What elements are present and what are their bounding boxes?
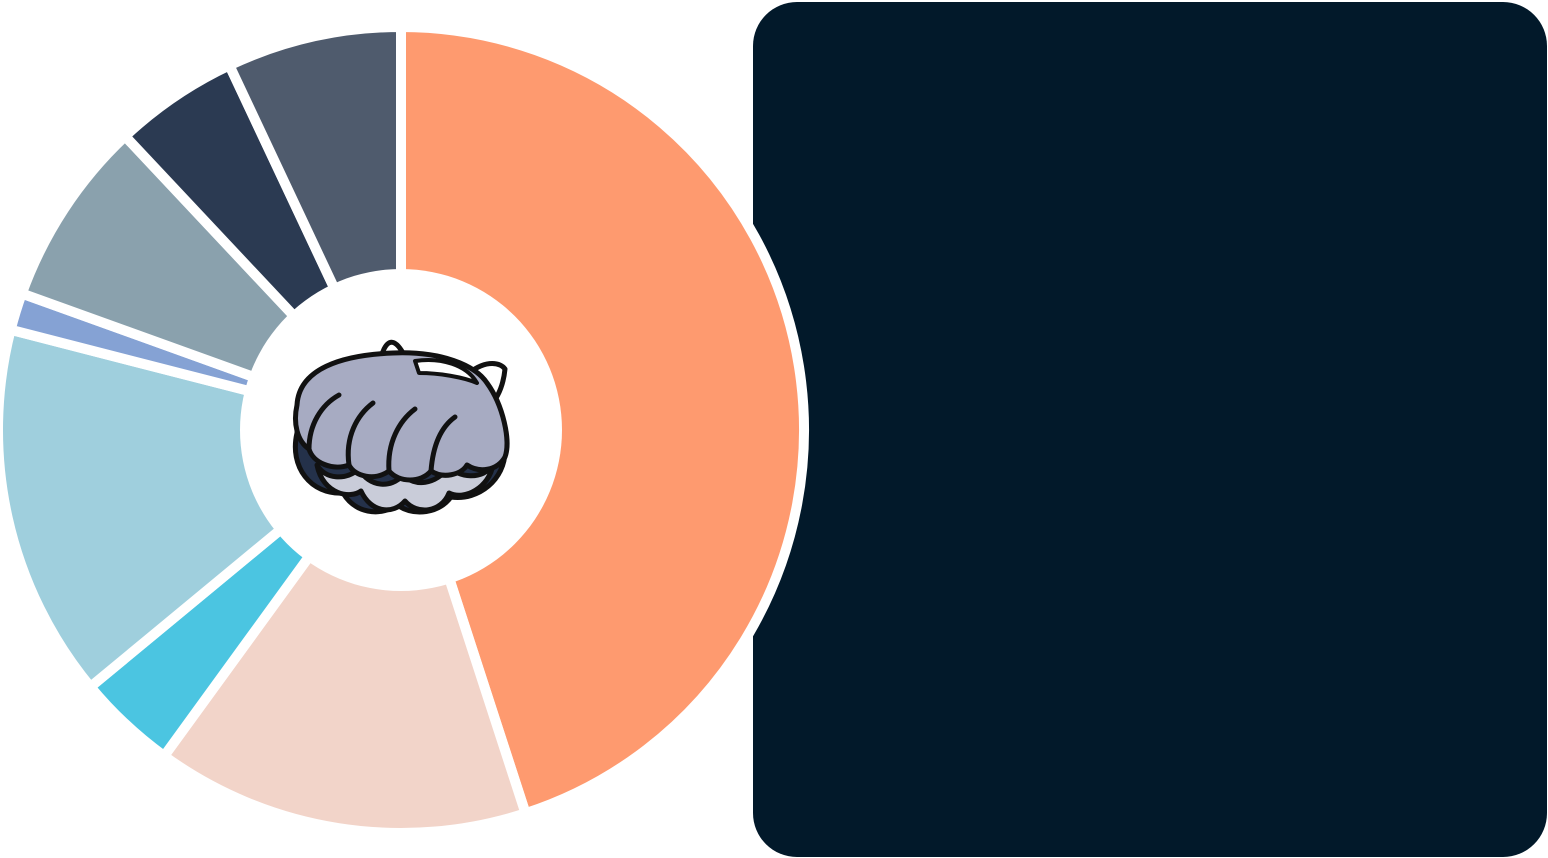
- donut-center-hole: [240, 269, 562, 591]
- donut-slice-ecosystem-community-marketing: [15, 129, 405, 435]
- donut-slice-advisor: [4, 287, 403, 435]
- donut-slice-liquidity: [118, 58, 406, 434]
- legend-panel: [753, 2, 1547, 857]
- donut-slice-liquid-mining: [396, 21, 809, 820]
- donut-slice-dev-operation: [83, 426, 406, 764]
- donut-slice-treasury: [222, 21, 406, 433]
- donut-slices: [0, 21, 809, 838]
- scallop-shell-icon: [292, 339, 510, 515]
- donut-slice-scallop-project-contributors: [157, 419, 532, 838]
- donut-slice-strategic-partners-investor: [0, 323, 412, 694]
